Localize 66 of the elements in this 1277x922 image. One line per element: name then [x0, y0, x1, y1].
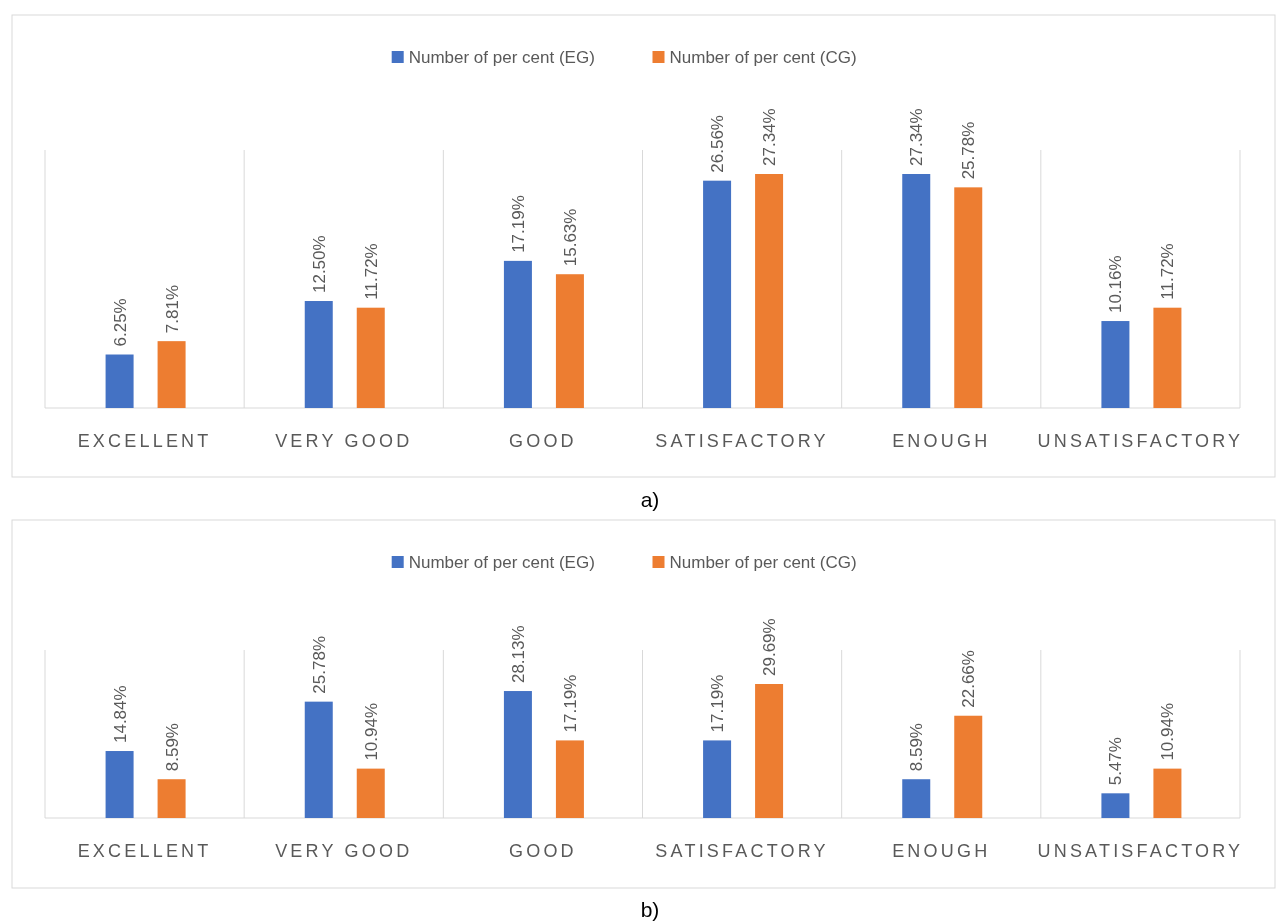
- legend-label: Number of per cent (CG): [669, 553, 857, 572]
- data-label: 17.19%: [508, 195, 528, 253]
- bar: [1101, 321, 1130, 408]
- bar: [1153, 768, 1182, 818]
- x-tick-label: GOOD: [509, 431, 577, 451]
- data-label: 8.59%: [907, 723, 927, 772]
- bar: [304, 301, 333, 408]
- bar: [105, 354, 134, 408]
- x-tick-label: VERY GOOD: [275, 841, 413, 861]
- x-tick-label: SATISFACTORY: [655, 431, 829, 451]
- data-label: 27.34%: [760, 108, 780, 166]
- x-tick-label: SATISFACTORY: [655, 841, 829, 861]
- data-label: 7.81%: [162, 284, 182, 334]
- data-label: 28.13%: [508, 625, 528, 684]
- x-tick-label: ENOUGH: [892, 431, 991, 451]
- data-label: 6.25%: [110, 298, 130, 347]
- data-label: 25.78%: [959, 121, 979, 180]
- bar: [1153, 307, 1182, 408]
- bar: [1101, 793, 1130, 818]
- bar: [755, 174, 784, 408]
- bar: [954, 715, 983, 818]
- legend-label: Number of per cent (EG): [408, 553, 595, 572]
- data-label: 27.34%: [907, 108, 927, 166]
- bar: [902, 779, 931, 818]
- data-label: 11.72%: [361, 243, 381, 300]
- data-label: 14.84%: [110, 685, 130, 744]
- data-label: 25.78%: [309, 635, 329, 694]
- data-label: 15.63%: [560, 208, 580, 267]
- data-label: 12.50%: [309, 235, 329, 294]
- x-tick-label: EXCELLENT: [77, 841, 212, 861]
- bar: [555, 274, 584, 408]
- data-label: 10.16%: [1106, 255, 1126, 314]
- bar: [703, 740, 732, 818]
- bar: [902, 174, 931, 408]
- x-tick-label: GOOD: [509, 841, 577, 861]
- bar: [157, 779, 186, 818]
- bar: [954, 187, 983, 408]
- data-label: 17.19%: [708, 674, 728, 733]
- x-tick-label: ENOUGH: [892, 841, 991, 861]
- data-label: 5.47%: [1106, 737, 1126, 786]
- x-tick-label: VERY GOOD: [275, 431, 413, 451]
- legend-label: Number of per cent (EG): [408, 48, 595, 67]
- bar: [157, 341, 186, 408]
- data-label: 22.66%: [959, 650, 979, 708]
- data-label: 10.94%: [1158, 702, 1178, 761]
- bar: [755, 684, 784, 818]
- bar: [356, 307, 385, 408]
- data-label: 11.72%: [1158, 243, 1178, 300]
- text: a): [640, 488, 660, 511]
- legend-label: Number of per cent (CG): [669, 48, 857, 67]
- bar: [703, 180, 732, 408]
- data-label: 17.19%: [560, 674, 580, 733]
- bar: [503, 260, 532, 408]
- data-label: 29.69%: [760, 618, 780, 676]
- data-label: 26.56%: [708, 115, 728, 173]
- bar: [356, 768, 385, 818]
- bar: [105, 751, 134, 818]
- x-tick-label: UNSATISFACTORY: [1037, 841, 1244, 861]
- x-tick-label: EXCELLENT: [77, 431, 212, 451]
- data-label: 10.94%: [361, 702, 381, 761]
- data-label: 8.59%: [162, 723, 182, 772]
- bar: [304, 701, 333, 818]
- bar: [503, 691, 532, 818]
- text: b): [640, 898, 660, 921]
- bar: [555, 740, 584, 818]
- x-tick-label: UNSATISFACTORY: [1037, 431, 1244, 451]
